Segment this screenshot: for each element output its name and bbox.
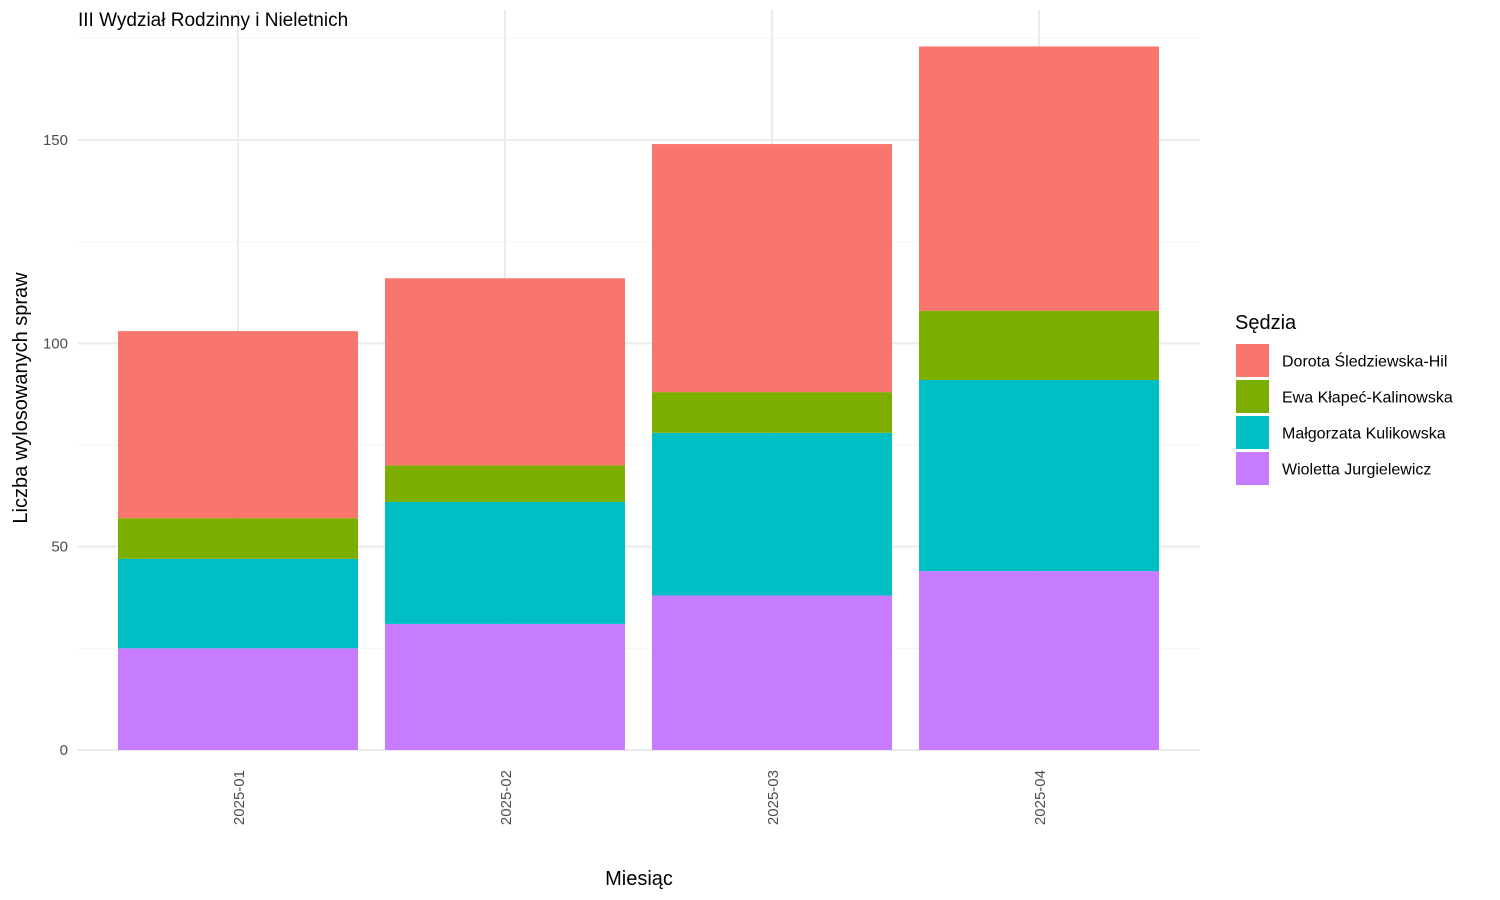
bars-layer xyxy=(118,46,1159,750)
bar-segment xyxy=(919,310,1159,380)
y-tick-label: 100 xyxy=(43,335,68,352)
y-tick-label: 0 xyxy=(60,742,68,759)
bar-segment xyxy=(652,595,892,750)
legend: Sędzia Dorota Śledziewska-Hil Ewa Kłapeć-… xyxy=(1235,312,1453,485)
bar-segment xyxy=(385,465,625,502)
legend-key xyxy=(1236,380,1269,413)
bar-segment xyxy=(118,518,358,559)
x-tick-label: 2025-02 xyxy=(498,770,515,825)
legend-key xyxy=(1236,344,1269,377)
legend-label: Wioletta Jurgielewicz xyxy=(1282,462,1431,479)
bar-segment xyxy=(118,331,358,519)
y-tick-label: 150 xyxy=(43,132,68,149)
bar-segment xyxy=(919,46,1159,311)
y-axis-title: Liczba wylosowanych spraw xyxy=(10,272,32,524)
bar-segment xyxy=(385,278,625,466)
bar-segment xyxy=(118,648,358,750)
bar-segment xyxy=(385,623,625,750)
bar-segment xyxy=(118,558,358,649)
x-axis-title: Miesiąc xyxy=(605,868,673,890)
x-tick-label: 2025-03 xyxy=(765,770,782,825)
x-tick-label: 2025-04 xyxy=(1032,770,1049,825)
chart-title: III Wydział Rodzinny i Nieletnich xyxy=(78,10,348,31)
legend-key xyxy=(1236,416,1269,449)
legend-label: Małgorzata Kulikowska xyxy=(1282,426,1446,443)
x-tick-label: 2025-01 xyxy=(231,770,248,825)
y-tick-label: 50 xyxy=(51,539,68,556)
legend-label: Dorota Śledziewska-Hil xyxy=(1282,352,1447,371)
legend-title: Sędzia xyxy=(1235,312,1297,334)
axes-layer: 0 50 100 150 2025-01 2025-02 2025-03 2025-04 xyxy=(43,132,1049,825)
bar-segment xyxy=(652,432,892,596)
bar-segment xyxy=(652,144,892,393)
bar-segment xyxy=(385,501,625,624)
bar-segment xyxy=(652,392,892,433)
legend-key xyxy=(1236,452,1269,485)
bar-segment xyxy=(919,379,1159,572)
bar-segment xyxy=(919,571,1159,750)
legend-label: Ewa Kłapeć-Kalinowska xyxy=(1282,390,1453,407)
